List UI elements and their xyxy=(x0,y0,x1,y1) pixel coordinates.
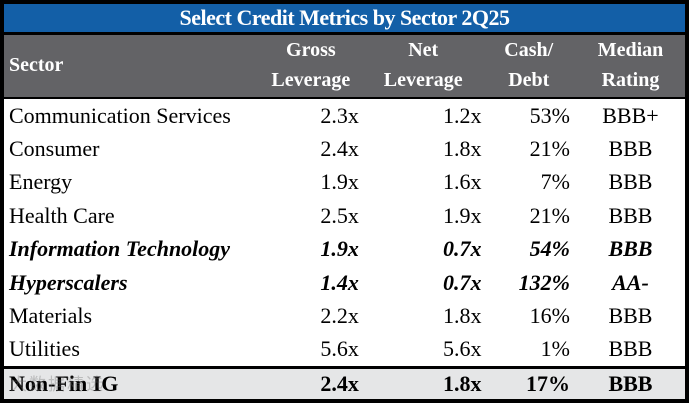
net-leverage-cell: 1.9x xyxy=(442,202,482,228)
rating-cell: BBB xyxy=(608,336,653,362)
gross-leverage-cell: 5.6x xyxy=(320,336,359,362)
table-row: Health Care 2.5x 1.9x 21% BBB xyxy=(4,199,685,233)
gross-leverage-cell: 2.2x xyxy=(320,302,359,328)
rating-cell: BBB+ xyxy=(602,102,659,128)
column-header-median-rating: Median Rating xyxy=(576,35,685,97)
total-net-leverage-cell: 1.8x xyxy=(442,371,482,396)
column-header-cash-line2: Debt xyxy=(508,69,550,91)
divider-under-title xyxy=(4,32,685,35)
column-header-gross-line1: Gross xyxy=(286,39,336,61)
table-row: Consumer 2.4x 1.8x 21% BBB xyxy=(4,132,685,166)
divider-above-total xyxy=(4,366,685,369)
rating-cell: AA- xyxy=(612,269,649,295)
cash-debt-cell: 53% xyxy=(529,102,570,128)
rating-cell: BBB xyxy=(608,302,653,328)
total-cash-debt-cell: 17% xyxy=(526,371,570,396)
sector-cell: Materials xyxy=(9,302,93,328)
table-row: Utilities 5.6x 5.6x 1% BBB xyxy=(4,332,685,366)
total-gross-leverage-cell: 2.4x xyxy=(320,371,359,396)
net-leverage-cell: 1.8x xyxy=(442,302,482,328)
column-header-cash-debt: Cash/ Debt xyxy=(487,35,576,97)
cash-debt-cell: 54% xyxy=(529,236,570,262)
sector-cell: Hyperscalers xyxy=(9,269,128,295)
column-header-rating-line1: Median xyxy=(597,39,664,61)
column-header-net-leverage: Net Leverage xyxy=(365,35,488,97)
rating-cell: BBB xyxy=(608,236,653,262)
sector-cell: Information Technology xyxy=(9,236,231,262)
net-leverage-cell: 1.8x xyxy=(442,136,482,162)
sector-cell: Energy xyxy=(9,169,73,195)
column-header-rating-line2: Rating xyxy=(601,69,660,91)
gross-leverage-cell: 2.3x xyxy=(320,102,359,128)
rating-cell: BBB xyxy=(608,202,653,228)
column-header-net-line1: Net xyxy=(408,39,439,61)
gross-leverage-cell: 1.4x xyxy=(320,269,359,295)
gross-leverage-cell: 2.5x xyxy=(320,202,359,228)
net-leverage-cell: 1.2x xyxy=(442,102,482,128)
cash-debt-cell: 16% xyxy=(529,302,570,328)
sector-cell: Communication Services xyxy=(9,102,231,128)
sector-cell: Utilities xyxy=(9,336,80,362)
gross-leverage-cell: 1.9x xyxy=(320,169,359,195)
net-leverage-cell: 0.7x xyxy=(442,269,482,295)
net-leverage-cell: 1.6x xyxy=(442,169,482,195)
column-header-sector-label: Sector xyxy=(9,54,64,76)
net-leverage-cell: 0.7x xyxy=(442,236,482,262)
cash-debt-cell: 7% xyxy=(540,169,570,195)
column-header-sector: Sector xyxy=(4,35,263,97)
gross-leverage-cell: 1.9x xyxy=(320,236,359,262)
gross-leverage-cell: 2.4x xyxy=(320,136,359,162)
total-sector-cell: Non-Fin IG xyxy=(9,371,119,396)
table-row: Hyperscalers 1.4x 0.7x 132% AA- xyxy=(4,265,685,300)
table-row: Communication Services 2.3x 1.2x 53% BBB… xyxy=(4,99,685,133)
table-row: Materials 2.2x 1.8x 16% BBB xyxy=(4,299,685,333)
column-header-row: Sector Gross Leverage Net Leverage Cash/… xyxy=(4,35,685,97)
table-title: Select Credit Metrics by Sector 2Q25 xyxy=(4,4,685,32)
sector-cell: Health Care xyxy=(9,202,115,228)
column-header-gross-line2: Leverage xyxy=(271,69,351,91)
column-header-cash-line1: Cash/ xyxy=(504,39,554,61)
column-header-gross-leverage: Gross Leverage xyxy=(263,35,365,97)
total-row-non-fin-ig: Non-Fin IG 2.4x 1.8x 17% BBB xyxy=(4,369,685,399)
sector-cell: Consumer xyxy=(9,136,100,162)
divider-under-header xyxy=(4,97,685,99)
cash-debt-cell: 21% xyxy=(529,136,570,162)
total-rating-cell: BBB xyxy=(608,371,653,396)
cash-debt-cell: 1% xyxy=(540,336,570,362)
net-leverage-cell: 5.6x xyxy=(442,336,482,362)
table-body: Communication Services 2.3x 1.2x 53% BBB… xyxy=(4,99,685,366)
column-header-net-line2: Leverage xyxy=(383,69,463,91)
table-row: Energy 1.9x 1.6x 7% BBB xyxy=(4,165,685,200)
rating-cell: BBB xyxy=(608,136,653,162)
table-row: Information Technology 1.9x 0.7x 54% BBB xyxy=(4,232,685,266)
cash-debt-cell: 21% xyxy=(529,202,570,228)
rating-cell: BBB xyxy=(608,169,653,195)
cash-debt-cell: 132% xyxy=(518,269,570,295)
